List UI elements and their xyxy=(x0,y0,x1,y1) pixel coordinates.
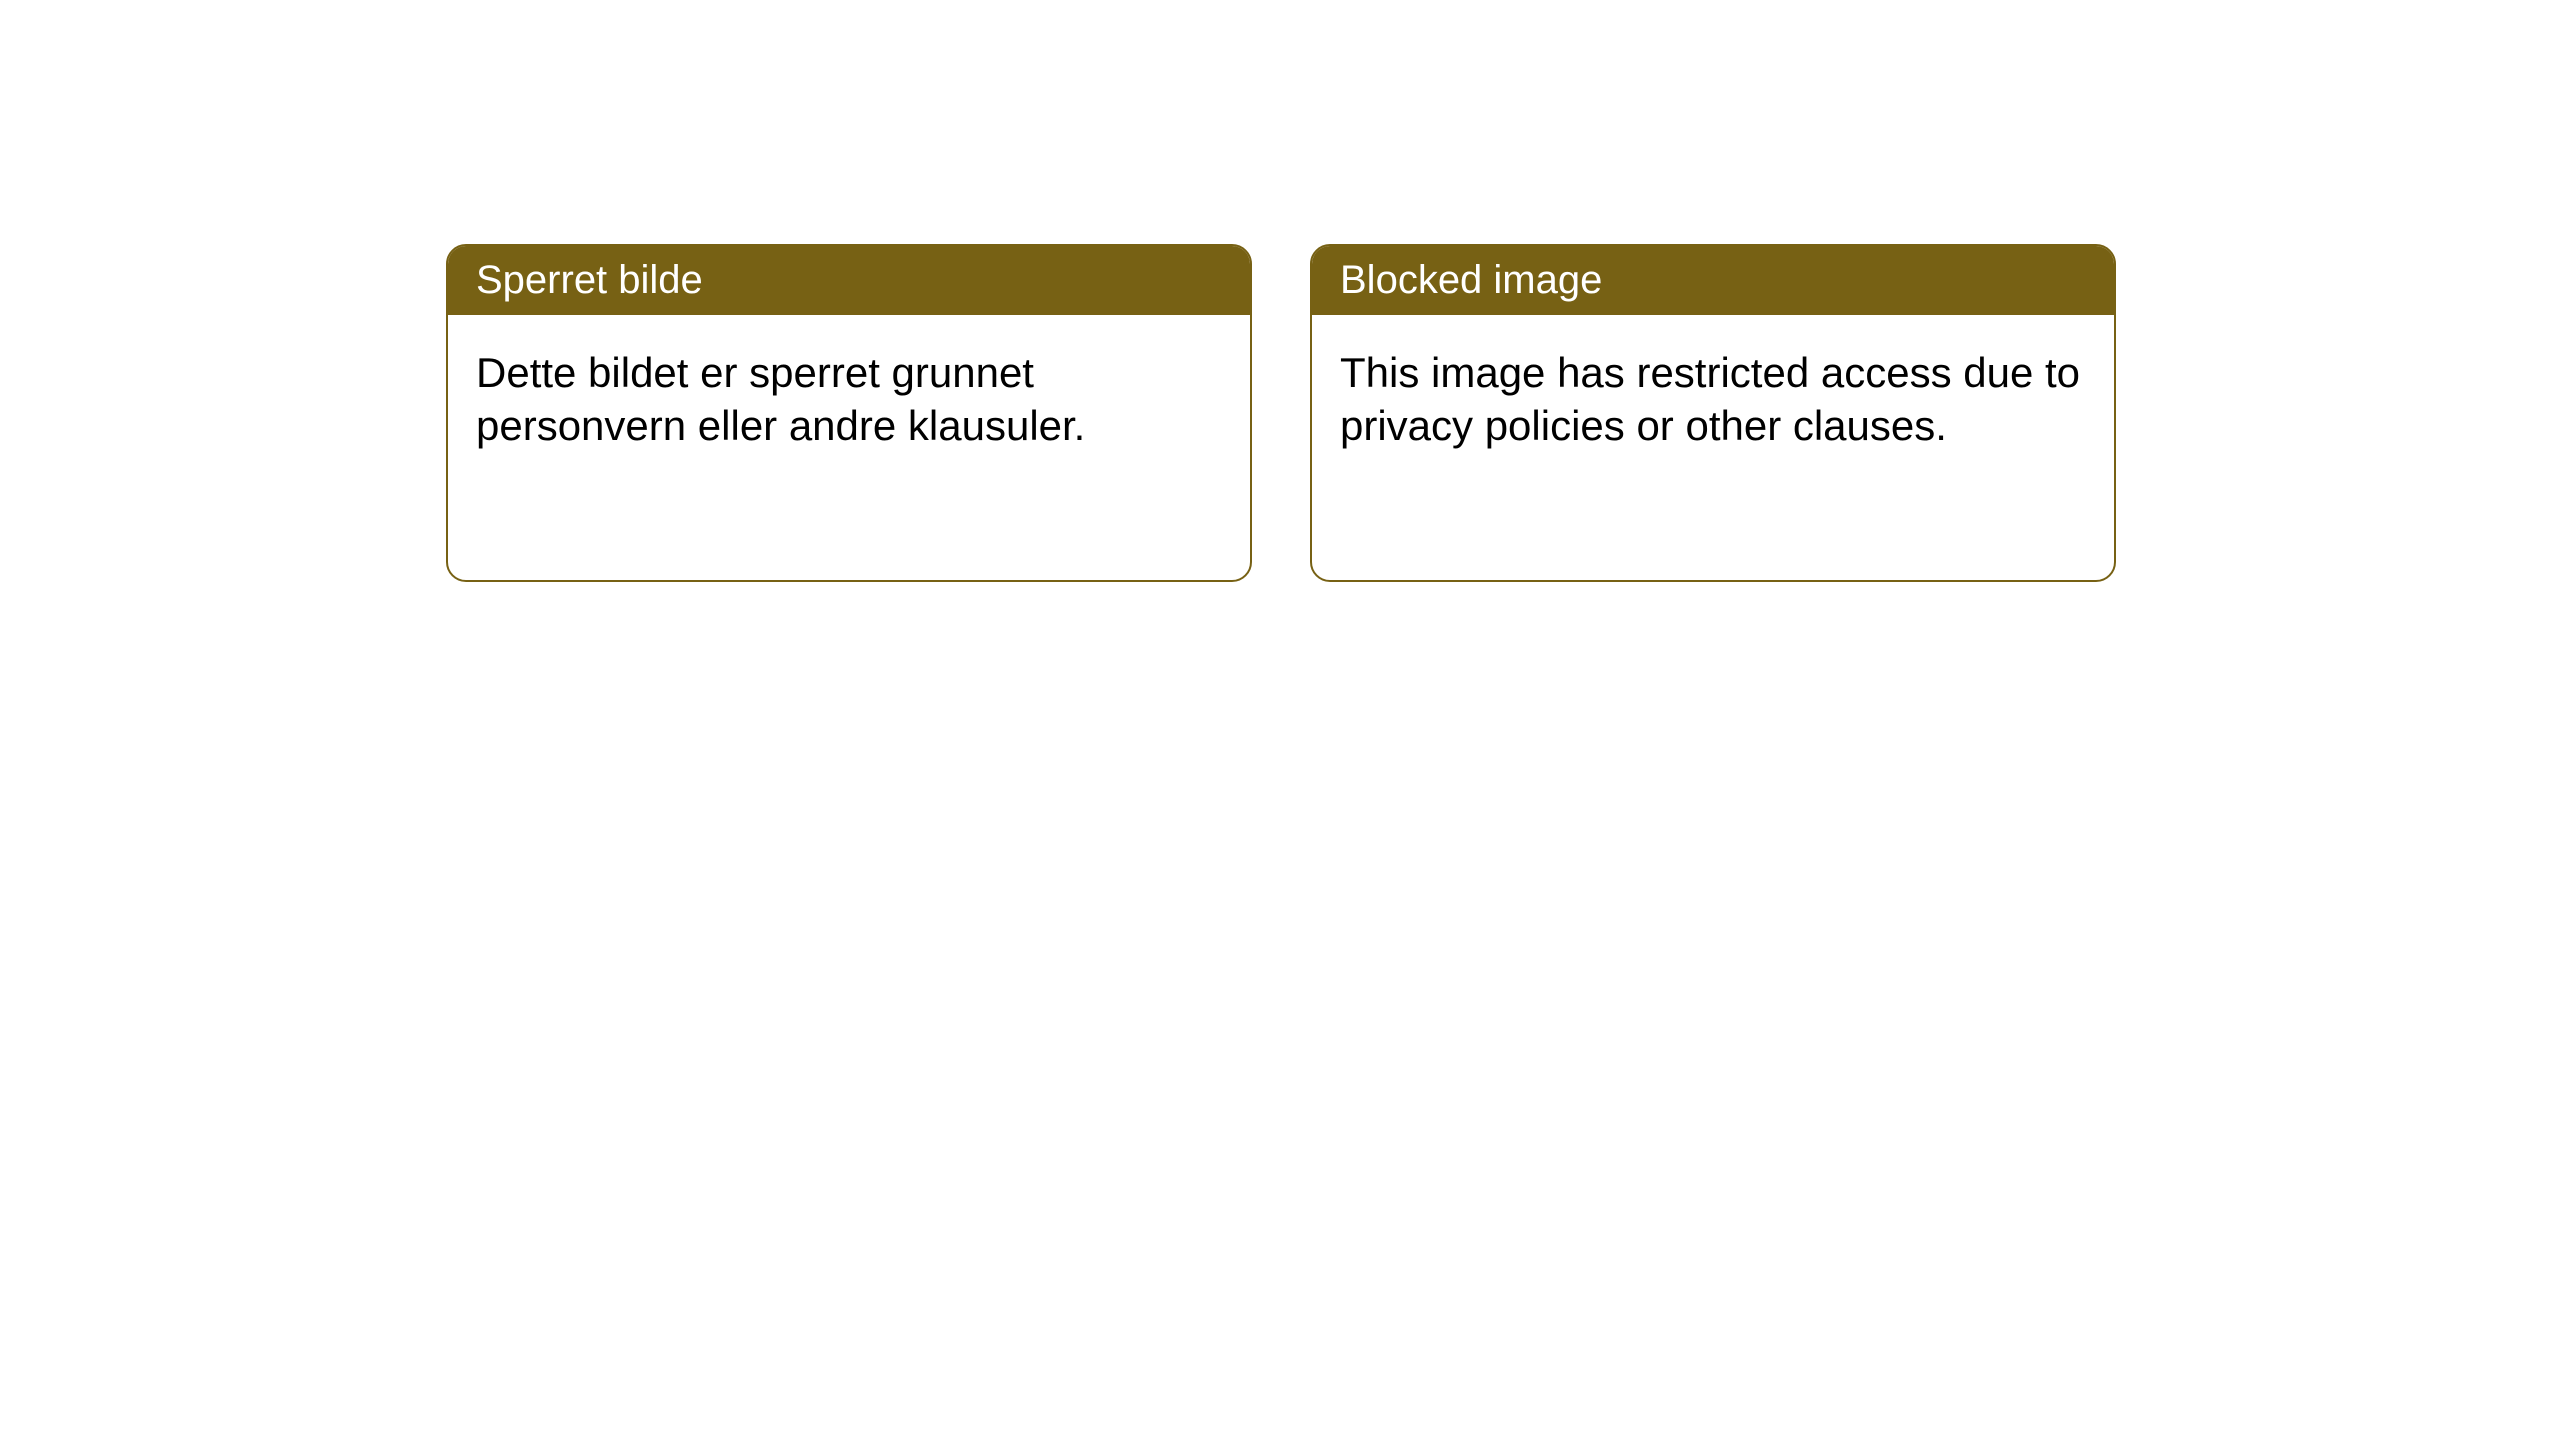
card-title: Blocked image xyxy=(1340,258,1602,302)
card-body: Dette bildet er sperret grunnet personve… xyxy=(448,315,1250,484)
card-title: Sperret bilde xyxy=(476,258,703,302)
card-body: This image has restricted access due to … xyxy=(1312,315,2114,484)
blocked-image-notices: Sperret bilde Dette bildet er sperret gr… xyxy=(446,244,2116,582)
card-header: Sperret bilde xyxy=(448,246,1250,315)
card-body-text: This image has restricted access due to … xyxy=(1340,349,2080,449)
notice-card-english: Blocked image This image has restricted … xyxy=(1310,244,2116,582)
card-body-text: Dette bildet er sperret grunnet personve… xyxy=(476,349,1085,449)
notice-card-norwegian: Sperret bilde Dette bildet er sperret gr… xyxy=(446,244,1252,582)
card-header: Blocked image xyxy=(1312,246,2114,315)
